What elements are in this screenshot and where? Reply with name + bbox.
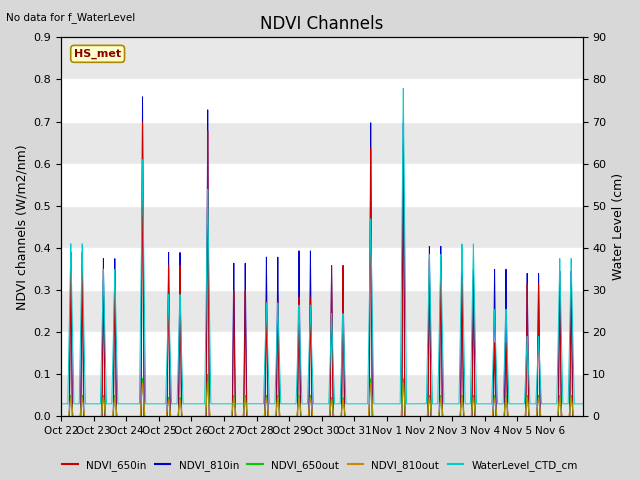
Y-axis label: Water Level (cm): Water Level (cm) [612, 173, 625, 280]
Bar [61, 374, 582, 417]
Bar [61, 37, 582, 80]
Y-axis label: NDVI channels (W/m2/nm): NDVI channels (W/m2/nm) [15, 144, 28, 310]
Title: NDVI Channels: NDVI Channels [260, 15, 383, 33]
Bar [61, 80, 582, 121]
Bar [61, 332, 582, 374]
Bar [61, 121, 582, 164]
Bar [61, 290, 582, 332]
Text: No data for f_WaterLevel: No data for f_WaterLevel [6, 12, 136, 23]
Bar [61, 164, 582, 206]
Bar [61, 206, 582, 248]
Bar [61, 248, 582, 290]
Legend: NDVI_650in, NDVI_810in, NDVI_650out, NDVI_810out, WaterLevel_CTD_cm: NDVI_650in, NDVI_810in, NDVI_650out, NDV… [58, 456, 582, 475]
Text: HS_met: HS_met [74, 48, 121, 59]
